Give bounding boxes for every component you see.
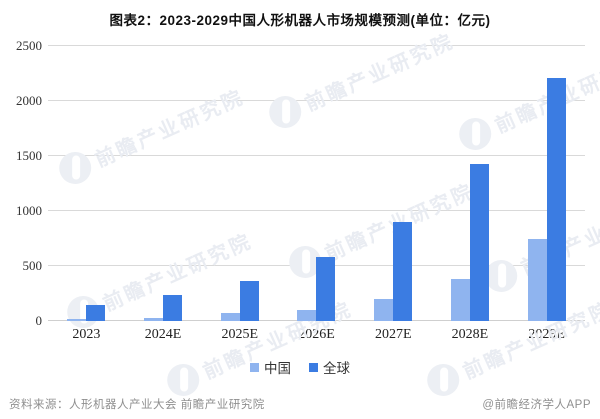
x-axis-label-2028E: 2028E xyxy=(451,327,489,342)
bar-group-2024E xyxy=(144,295,183,321)
y-axis-label-2000: 2000 xyxy=(16,93,42,108)
chart-title: 图表2：2023-2029中国人形机器人市场规模预测(单位：亿元) xyxy=(109,13,491,28)
bar-2024E-series-0 xyxy=(144,317,164,321)
x-axis-label-2025E: 2025E xyxy=(221,327,259,342)
gridline-2500 xyxy=(48,45,585,46)
legend-item-1: 全球 xyxy=(309,357,350,377)
legend-label: 全球 xyxy=(323,361,350,376)
bar-group-2029E xyxy=(527,77,566,321)
bar-group-2023 xyxy=(67,305,106,321)
bar-2027E-series-0 xyxy=(374,299,394,321)
bar-2028E-series-0 xyxy=(450,278,470,321)
bar-2023-series-0 xyxy=(67,318,87,321)
bar-group-2026E xyxy=(297,257,336,321)
bar-2026E-series-0 xyxy=(297,309,317,321)
y-axis-label-1000: 1000 xyxy=(16,203,42,218)
bar-2023-series-1 xyxy=(86,305,106,321)
bar-2027E-series-1 xyxy=(393,222,413,321)
legend-label: 中国 xyxy=(264,361,291,376)
bar-2024E-series-1 xyxy=(163,295,183,321)
x-axis-label-2029E: 2029E xyxy=(528,327,565,342)
bar-group-2028E xyxy=(450,164,489,321)
bar-2025E-series-1 xyxy=(239,280,259,321)
bar-2029E-series-1 xyxy=(546,77,566,321)
legend-swatch-icon xyxy=(309,362,318,372)
y-axis-label-1500: 1500 xyxy=(16,148,42,163)
legend: 中国 全球 xyxy=(0,357,600,377)
bar-2029E-series-0 xyxy=(527,238,547,321)
x-axis-label-2027E: 2027E xyxy=(374,327,412,342)
bar-2025E-series-0 xyxy=(220,312,240,321)
legend-item-0: 中国 xyxy=(250,357,291,377)
x-axis-labels: 2023 2024E 2025E 2026E 2027E 2028E 2029E xyxy=(48,327,585,343)
y-axis-label-500: 500 xyxy=(22,258,43,273)
x-axis-label-2026E: 2026E xyxy=(298,327,335,342)
source-note: 资料来源：人形机器人产业大会 前瞻产业研究院 xyxy=(9,399,265,411)
legend-swatch-icon xyxy=(250,362,259,372)
bar-group-2025E xyxy=(220,280,259,321)
footer: 资料来源：人形机器人产业大会 前瞻产业研究院 @前瞻经济学人APP xyxy=(0,396,600,412)
x-axis-label-2023: 2023 xyxy=(72,327,101,342)
bar-groups xyxy=(48,46,585,321)
credit-note: @前瞻经济学人APP xyxy=(482,399,591,411)
gridline-1500 xyxy=(48,155,585,156)
bar-2026E-series-1 xyxy=(316,257,336,321)
gridline-1000 xyxy=(48,210,585,211)
plot-area: 2023 2024E 2025E 2026E 2027E 2028E 2029E 0 500 1… xyxy=(16,38,585,342)
gridline-2000 xyxy=(48,100,585,101)
x-axis-label-2024E: 2024E xyxy=(144,327,182,342)
y-axis-label-0: 0 xyxy=(35,313,43,328)
y-axis-label-2500: 2500 xyxy=(16,38,42,53)
bar-group-2027E xyxy=(374,222,413,321)
bar-2028E-series-1 xyxy=(469,164,489,321)
